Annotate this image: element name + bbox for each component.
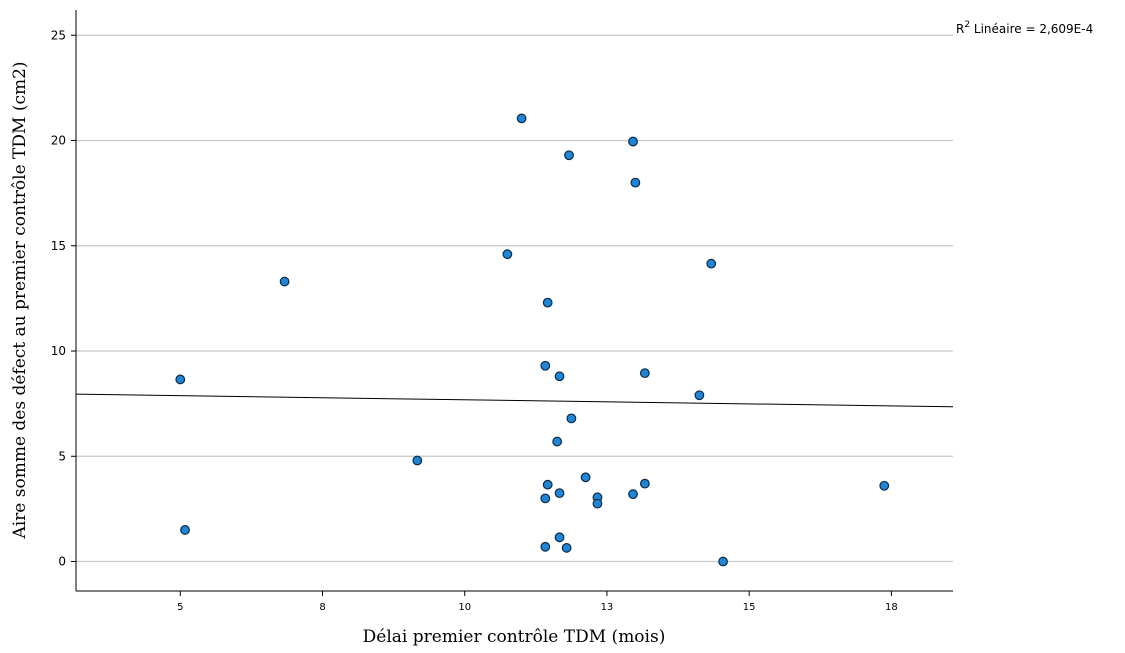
data-point bbox=[543, 298, 552, 307]
y-tick-label: 20 bbox=[51, 134, 66, 148]
data-point bbox=[565, 151, 574, 160]
data-point bbox=[176, 375, 185, 384]
data-point bbox=[553, 437, 562, 446]
data-point bbox=[567, 414, 576, 423]
data-point bbox=[541, 542, 550, 551]
y-axis-title: Aire somme des défect au premier contrôl… bbox=[10, 61, 30, 539]
data-point bbox=[880, 481, 889, 490]
y-tick-label: 5 bbox=[58, 449, 66, 463]
data-point bbox=[581, 473, 590, 482]
x-tick-label: 13 bbox=[601, 602, 614, 613]
gridlines bbox=[76, 35, 953, 561]
fit-line-group bbox=[76, 394, 953, 407]
y-tick-label: 25 bbox=[51, 28, 66, 42]
data-point bbox=[593, 499, 602, 508]
x-tick-label: 5 bbox=[177, 602, 183, 613]
y-tick-label: 15 bbox=[51, 239, 66, 253]
data-point bbox=[707, 259, 716, 268]
data-point bbox=[543, 480, 552, 489]
r2-value-text: Linéaire = 2,609E-4 bbox=[970, 22, 1093, 36]
y-tick-label: 0 bbox=[58, 555, 66, 569]
data-point bbox=[562, 544, 571, 553]
x-tick-label: 8 bbox=[319, 602, 325, 613]
data-point bbox=[695, 391, 704, 400]
data-point bbox=[555, 533, 564, 542]
r2-annotation: R2 Linéaire = 2,609E-4 bbox=[956, 20, 1093, 36]
x-tick-label: 10 bbox=[458, 602, 471, 613]
data-points bbox=[176, 114, 889, 566]
x-tick-label: 18 bbox=[885, 602, 898, 613]
r2-prefix: R bbox=[956, 22, 964, 36]
data-point bbox=[555, 489, 564, 498]
data-point bbox=[413, 456, 422, 465]
data-point bbox=[541, 361, 550, 370]
y-tick-label: 10 bbox=[51, 344, 66, 358]
x-ticks: 5 8 10 13 15 18 bbox=[177, 591, 898, 613]
data-point bbox=[280, 277, 289, 286]
x-axis-title: Délai premier contrôle TDM (mois) bbox=[363, 627, 666, 647]
data-point bbox=[629, 490, 638, 499]
x-tick-label: 15 bbox=[743, 602, 756, 613]
data-point bbox=[631, 178, 640, 187]
data-point bbox=[503, 250, 512, 259]
data-point bbox=[517, 114, 526, 123]
data-point bbox=[555, 372, 564, 381]
data-point bbox=[181, 526, 190, 535]
data-point bbox=[641, 479, 650, 488]
data-point bbox=[641, 369, 650, 378]
axes bbox=[76, 10, 953, 591]
y-ticks: 0 5 10 15 20 25 bbox=[51, 28, 76, 568]
fit-line bbox=[76, 394, 953, 407]
data-point bbox=[719, 557, 728, 566]
data-point bbox=[541, 494, 550, 503]
data-point bbox=[629, 137, 638, 146]
